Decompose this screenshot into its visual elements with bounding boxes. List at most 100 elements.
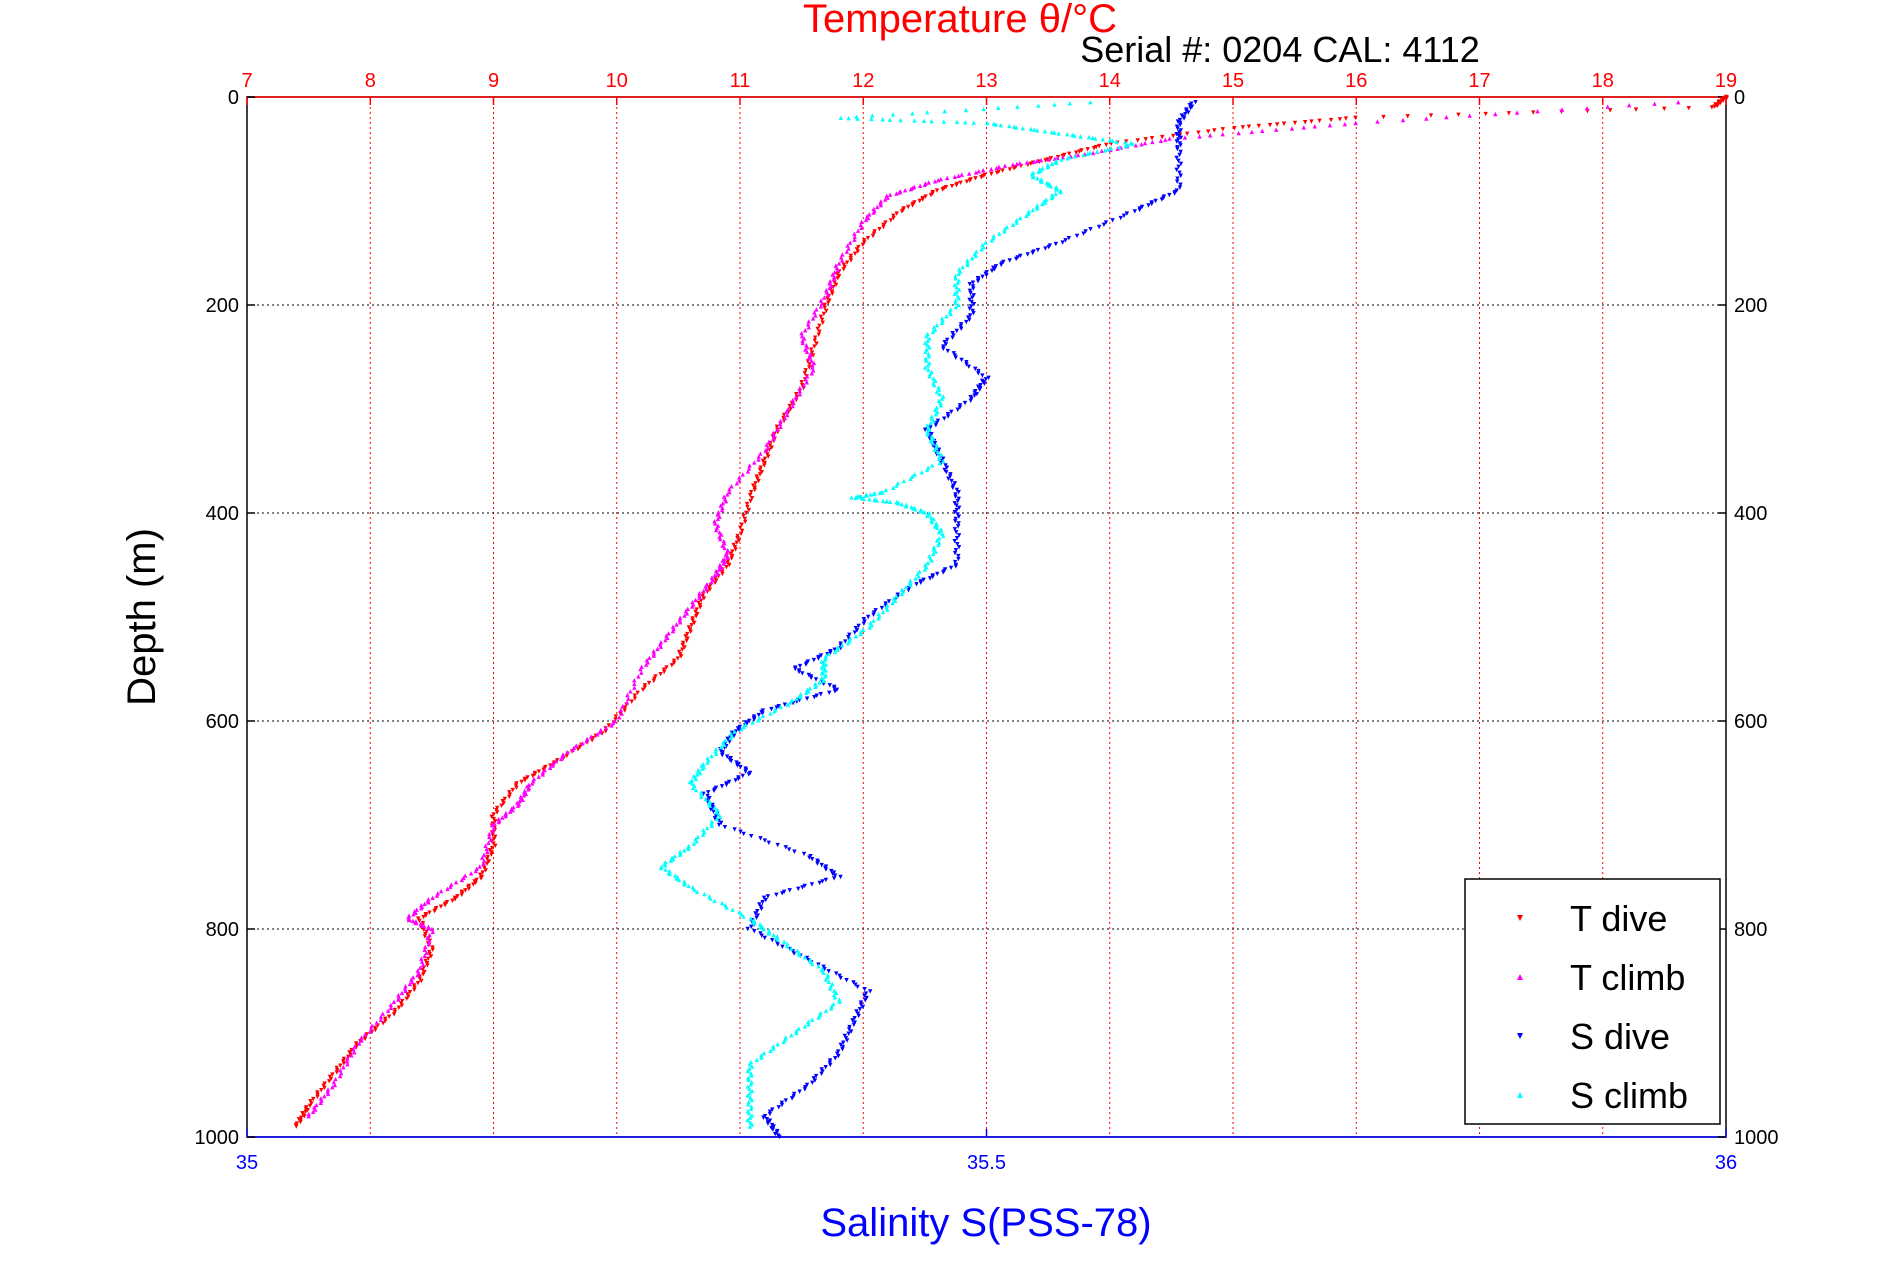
data-point: [1177, 170, 1182, 175]
data-point: [477, 864, 482, 869]
data-point: [1013, 256, 1019, 262]
data-point: [424, 929, 429, 935]
data-point: [761, 926, 767, 932]
data-point: [729, 484, 734, 489]
data-point: [1132, 209, 1138, 214]
depth-tick-label-right: 400: [1734, 503, 1767, 525]
data-point: [490, 832, 495, 837]
data-point: [1104, 142, 1109, 148]
data-point: [816, 332, 821, 337]
data-point: [797, 386, 803, 391]
data-point: [580, 741, 585, 746]
data-point: [349, 1053, 354, 1058]
data-point: [747, 1124, 753, 1129]
data-point: [692, 887, 697, 892]
data-point: [691, 841, 697, 846]
chart-title: Temperature θ/°C: [803, 0, 1117, 41]
data-point: [1002, 229, 1007, 234]
data-point: [1054, 160, 1059, 165]
data-point: [922, 182, 927, 187]
data-point: [745, 1102, 751, 1107]
data-point: [883, 487, 889, 493]
data-point: [781, 1039, 786, 1045]
data-point: [712, 816, 718, 821]
data-point: [1093, 144, 1099, 150]
data-point: [1327, 123, 1333, 128]
data-point: [719, 900, 725, 906]
data-point: [315, 1094, 320, 1100]
data-point: [933, 378, 938, 383]
data-point: [858, 1002, 864, 1007]
data-point: [930, 329, 936, 334]
data-point: [1060, 240, 1065, 245]
data-point: [787, 403, 792, 409]
data-point: [724, 782, 729, 788]
data-point: [321, 1083, 326, 1088]
data-point: [438, 904, 444, 909]
data-point: [858, 1000, 864, 1005]
data-point: [756, 718, 761, 723]
data-point: [881, 224, 886, 230]
data-point: [699, 792, 704, 797]
data-point: [963, 120, 968, 125]
data-point: [996, 169, 1001, 174]
data-point: [965, 262, 970, 268]
data-point: [1052, 102, 1057, 107]
data-point: [941, 119, 947, 124]
chart-subtitle: Serial #: 0204 CAL: 4112: [1080, 29, 1480, 70]
data-point: [667, 871, 672, 877]
data-point: [899, 501, 905, 507]
data-point: [774, 892, 779, 898]
data-point: [924, 467, 930, 473]
data-point: [707, 587, 713, 592]
data-point: [923, 349, 928, 354]
data-point: [928, 425, 933, 430]
data-point: [1024, 160, 1030, 165]
data-point: [676, 877, 682, 883]
data-point: [622, 705, 628, 710]
data-point: [717, 567, 722, 572]
data-point: [305, 1108, 310, 1113]
data-point: [955, 498, 961, 504]
data-point: [685, 606, 690, 612]
data-point: [707, 803, 713, 808]
data-point: [746, 1099, 751, 1105]
data-point: [411, 983, 417, 988]
data-point: [1150, 139, 1155, 145]
data-point: [689, 622, 694, 628]
data-point: [421, 914, 426, 920]
data-point: [1007, 123, 1012, 129]
data-point: [391, 999, 397, 1004]
data-point: [494, 810, 500, 815]
data-point: [359, 1035, 364, 1040]
data-point: [802, 883, 807, 889]
data-point: [736, 538, 742, 543]
data-point: [862, 993, 867, 999]
data-point: [1028, 126, 1034, 132]
data-point: [308, 1099, 313, 1104]
data-point: [865, 235, 871, 241]
data-point: [931, 544, 937, 550]
data-point: [760, 900, 765, 905]
data-point: [825, 296, 830, 301]
data-point: [853, 634, 859, 639]
data-point: [756, 478, 761, 484]
data-point: [1400, 117, 1406, 123]
data-point: [771, 932, 776, 938]
data-point: [813, 677, 819, 682]
data-point: [584, 738, 589, 744]
data-point: [797, 663, 803, 669]
data-point: [804, 349, 810, 354]
data-point: [968, 304, 974, 309]
data-point: [818, 298, 824, 303]
series-t-climb: [306, 100, 1681, 1119]
data-point: [620, 703, 625, 709]
data-point: [886, 599, 892, 604]
data-point: [925, 342, 930, 348]
data-point: [801, 383, 807, 388]
data-point: [1085, 147, 1090, 152]
data-point: [733, 778, 738, 783]
data-point: [869, 116, 874, 122]
data-point: [836, 1053, 841, 1059]
data-point: [526, 787, 531, 792]
